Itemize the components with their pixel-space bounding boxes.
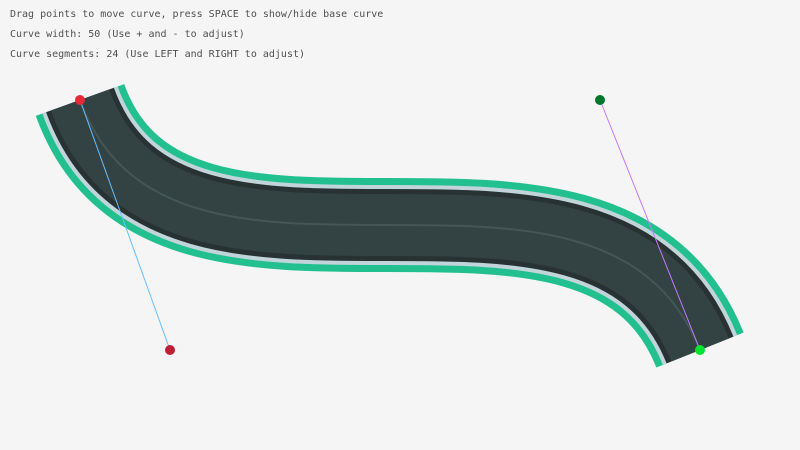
start-tangent-line	[79, 99, 171, 351]
end-point-handle[interactable]	[695, 345, 705, 355]
road-lane-line	[79, 99, 701, 351]
road-curve	[35, 82, 744, 370]
end-tangent-handle[interactable]	[595, 95, 605, 105]
instruction-drag: Drag points to move curve, press SPACE t…	[10, 9, 384, 20]
start-point-handle[interactable]	[75, 95, 85, 105]
instruction-segments: Curve segments: 24 (Use LEFT and RIGHT t…	[10, 49, 306, 60]
start-tangent-handle[interactable]	[165, 345, 175, 355]
instruction-width: Curve width: 50 (Use + and - to adjust)	[10, 29, 245, 40]
end-tangent-line	[599, 99, 701, 351]
